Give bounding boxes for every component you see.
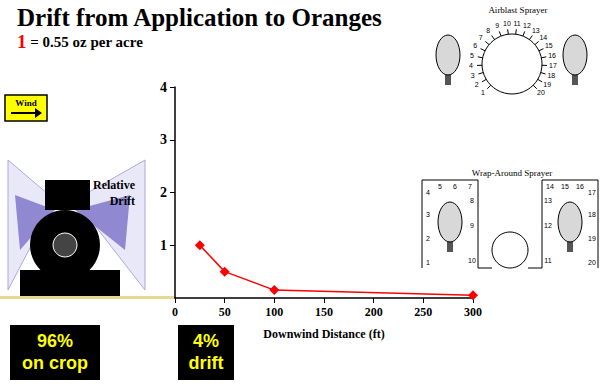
svg-text:8: 8 — [486, 27, 490, 34]
svg-text:20: 20 — [588, 259, 596, 266]
svg-text:1: 1 — [426, 259, 430, 266]
svg-text:96%: 96% — [37, 331, 73, 351]
svg-text:Drift from Application to Oran: Drift from Application to Oranges — [17, 4, 382, 31]
svg-text:13: 13 — [544, 197, 552, 204]
svg-text:3: 3 — [160, 132, 167, 147]
svg-text:= 0.55 oz per acre: = 0.55 oz per acre — [27, 34, 144, 50]
svg-text:drift: drift — [189, 353, 224, 373]
svg-text:6: 6 — [473, 42, 477, 49]
svg-text:Drift: Drift — [110, 194, 135, 208]
svg-text:3: 3 — [471, 72, 475, 79]
svg-text:6: 6 — [453, 183, 457, 190]
svg-text:14: 14 — [546, 183, 554, 190]
svg-text:100: 100 — [265, 305, 283, 319]
svg-text:19: 19 — [588, 235, 596, 242]
svg-text:11: 11 — [544, 257, 551, 264]
svg-text:16: 16 — [576, 183, 584, 190]
svg-text:on crop: on crop — [22, 353, 88, 373]
svg-text:2: 2 — [426, 235, 430, 242]
svg-text:Wrap-Around Sprayer: Wrap-Around Sprayer — [472, 168, 552, 178]
svg-text:17: 17 — [588, 189, 596, 196]
svg-text:11: 11 — [513, 20, 520, 27]
svg-text:4: 4 — [426, 189, 430, 196]
svg-text:3: 3 — [426, 211, 430, 218]
svg-text:10: 10 — [468, 257, 476, 264]
svg-text:5: 5 — [438, 183, 442, 190]
svg-text:17: 17 — [549, 62, 557, 69]
svg-text:14: 14 — [539, 34, 547, 41]
svg-text:4: 4 — [469, 62, 473, 69]
svg-text:200: 200 — [365, 305, 383, 319]
svg-text:1: 1 — [160, 238, 167, 253]
svg-text:9: 9 — [470, 222, 474, 229]
svg-text:7: 7 — [468, 183, 472, 190]
svg-text:15: 15 — [545, 42, 553, 49]
svg-text:250: 250 — [414, 305, 432, 319]
svg-text:15: 15 — [561, 183, 569, 190]
svg-text:18: 18 — [588, 211, 596, 218]
svg-text:2: 2 — [475, 81, 479, 88]
svg-text:7: 7 — [479, 34, 483, 41]
svg-text:5: 5 — [470, 52, 474, 59]
svg-text:13: 13 — [531, 27, 540, 35]
svg-text:9: 9 — [495, 22, 499, 29]
svg-text:1: 1 — [481, 89, 485, 96]
svg-text:19: 19 — [543, 81, 551, 88]
svg-text:4: 4 — [160, 80, 167, 95]
svg-text:Downwind Distance (ft): Downwind Distance (ft) — [263, 327, 384, 341]
svg-text:50: 50 — [219, 305, 231, 319]
svg-text:Relative: Relative — [93, 178, 136, 192]
svg-text:20: 20 — [537, 89, 545, 96]
svg-text:12: 12 — [544, 222, 552, 229]
svg-text:4%: 4% — [193, 331, 219, 351]
svg-text:8: 8 — [470, 197, 474, 204]
svg-text:18: 18 — [547, 72, 555, 79]
svg-text:150: 150 — [315, 305, 333, 319]
svg-text:300: 300 — [464, 305, 482, 319]
svg-text:1: 1 — [17, 31, 27, 52]
svg-text:10: 10 — [503, 20, 511, 27]
svg-text:Airblast Sprayer: Airblast Sprayer — [488, 5, 547, 15]
svg-text:Wind: Wind — [15, 98, 36, 108]
svg-text:2: 2 — [160, 185, 167, 200]
svg-text:16: 16 — [548, 52, 556, 59]
svg-text:0: 0 — [172, 305, 178, 319]
svg-text:12: 12 — [523, 22, 531, 29]
